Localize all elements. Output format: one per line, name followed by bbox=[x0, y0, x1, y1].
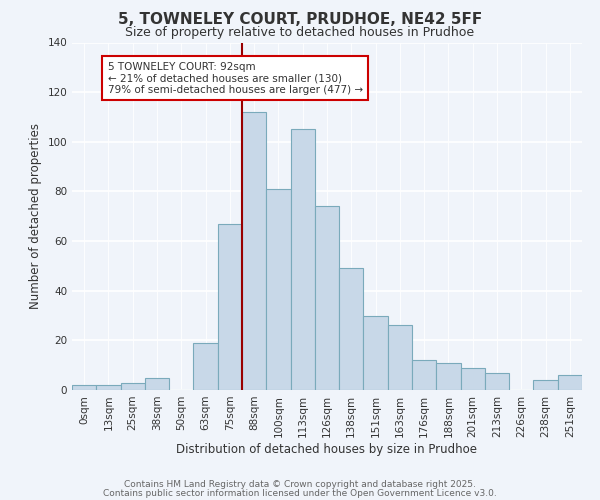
Y-axis label: Number of detached properties: Number of detached properties bbox=[29, 123, 42, 309]
Bar bbox=[412, 360, 436, 390]
Bar bbox=[388, 326, 412, 390]
Bar bbox=[242, 112, 266, 390]
Bar bbox=[364, 316, 388, 390]
Bar bbox=[193, 343, 218, 390]
Bar bbox=[461, 368, 485, 390]
Bar bbox=[436, 362, 461, 390]
Bar bbox=[266, 189, 290, 390]
Bar bbox=[558, 375, 582, 390]
Bar bbox=[145, 378, 169, 390]
Bar bbox=[218, 224, 242, 390]
Bar bbox=[339, 268, 364, 390]
X-axis label: Distribution of detached houses by size in Prudhoe: Distribution of detached houses by size … bbox=[176, 442, 478, 456]
Bar bbox=[96, 385, 121, 390]
Bar bbox=[533, 380, 558, 390]
Text: 5 TOWNELEY COURT: 92sqm
← 21% of detached houses are smaller (130)
79% of semi-d: 5 TOWNELEY COURT: 92sqm ← 21% of detache… bbox=[108, 62, 363, 95]
Text: 5, TOWNELEY COURT, PRUDHOE, NE42 5FF: 5, TOWNELEY COURT, PRUDHOE, NE42 5FF bbox=[118, 12, 482, 28]
Bar bbox=[72, 385, 96, 390]
Bar bbox=[485, 372, 509, 390]
Bar bbox=[121, 382, 145, 390]
Bar bbox=[290, 130, 315, 390]
Text: Contains HM Land Registry data © Crown copyright and database right 2025.: Contains HM Land Registry data © Crown c… bbox=[124, 480, 476, 489]
Bar bbox=[315, 206, 339, 390]
Text: Contains public sector information licensed under the Open Government Licence v3: Contains public sector information licen… bbox=[103, 488, 497, 498]
Text: Size of property relative to detached houses in Prudhoe: Size of property relative to detached ho… bbox=[125, 26, 475, 39]
